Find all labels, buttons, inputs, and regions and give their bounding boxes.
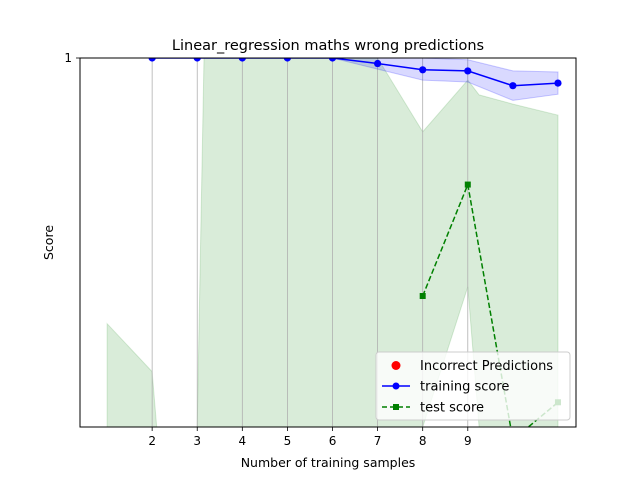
x-tick-label: 6 (329, 434, 337, 448)
legend-item-training-score: training score (382, 380, 509, 395)
training-score-point (238, 58, 246, 62)
x-tick-label: 3 (193, 434, 201, 448)
legend: Incorrect Predictions training score tes… (375, 351, 571, 421)
training-score-point (464, 67, 472, 75)
training-score-point (419, 66, 427, 74)
y-axis-label: Score (41, 225, 56, 260)
legend-marker-test-score (393, 404, 399, 410)
x-tick-label: 7 (374, 434, 382, 448)
y-tick-label: 1 (64, 51, 72, 65)
x-tick-label: 8 (419, 434, 427, 448)
training-score-point (283, 58, 292, 62)
training-score-point (148, 58, 156, 62)
y-axis-ticks: 1 (64, 51, 80, 65)
legend-item-incorrect-predictions: Incorrect Predictions (391, 359, 553, 374)
legend-marker-training-score (392, 382, 400, 390)
test-score-point (464, 181, 471, 188)
x-axis-ticks: 2 3 4 5 6 7 8 9 (148, 427, 472, 448)
training-score-point (554, 79, 562, 87)
training-score-line (152, 58, 559, 87)
training-score-point (328, 58, 337, 62)
x-tick-label: 9 (464, 434, 472, 448)
test-score-point (419, 293, 426, 300)
test-score-point (510, 437, 516, 443)
legend-marker-incorrect-predictions (391, 361, 401, 370)
legend-label-incorrect-predictions: Incorrect Predictions (420, 359, 553, 374)
legend-item-test-score: test score (382, 401, 484, 416)
x-tick-label: 2 (148, 434, 156, 448)
training-score-point (509, 82, 517, 90)
training-score-point (374, 59, 382, 68)
plot-frame (79, 57, 577, 428)
chart-title: Linear_regression maths wrong prediction… (172, 38, 484, 54)
legend-box (375, 351, 571, 421)
plot-area (106, 58, 562, 443)
series-layer (148, 58, 562, 443)
legend-label-training-score: training score (420, 380, 509, 395)
x-tick-label: 5 (284, 434, 292, 448)
x-tick-label: 4 (239, 434, 247, 448)
x-axis-label: Number of training samples (241, 455, 416, 470)
test-score-line (422, 181, 559, 427)
legend-label-test-score: test score (420, 401, 484, 416)
training-score-point (193, 58, 201, 62)
